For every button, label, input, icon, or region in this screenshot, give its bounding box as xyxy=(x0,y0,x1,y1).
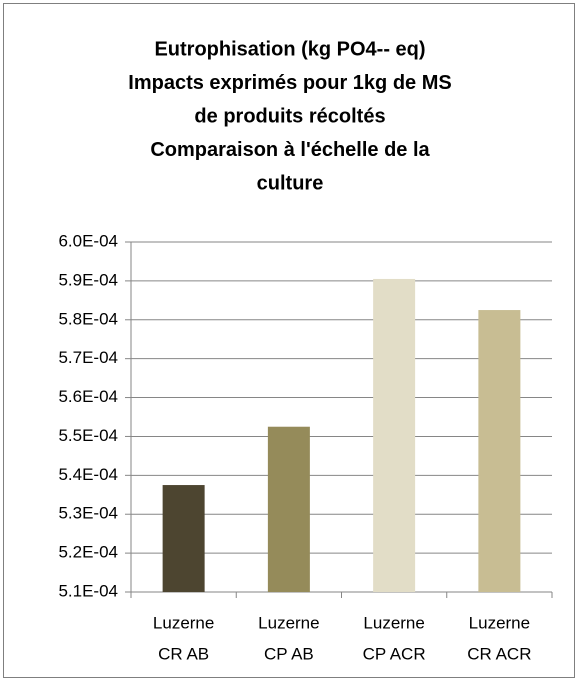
x-tick-label: CR ACR xyxy=(467,644,531,663)
chart-title: Impacts exprimés pour 1kg de MS xyxy=(128,72,451,94)
x-tick-label: Luzerne xyxy=(258,613,319,632)
y-tick-label: 6.0E-04 xyxy=(58,231,118,250)
bar xyxy=(373,278,416,592)
x-tick-label: CP ACR xyxy=(363,644,426,663)
y-tick-label: 5.9E-04 xyxy=(58,270,118,289)
y-tick-label: 5.3E-04 xyxy=(58,504,118,523)
chart-title: Comparaison à l'échelle de la xyxy=(150,139,430,161)
chart-title: de produits récoltés xyxy=(194,105,385,127)
bar xyxy=(162,485,205,592)
chart-title: culture xyxy=(257,172,324,194)
chart-title: Eutrophisation (kg PO4-- eq) xyxy=(154,38,425,60)
y-tick-label: 5.7E-04 xyxy=(58,348,118,367)
y-tick-label: 5.5E-04 xyxy=(58,426,118,445)
y-tick-label: 5.1E-04 xyxy=(58,581,118,600)
x-tick-label: CP AB xyxy=(264,644,314,663)
y-tick-label: 5.6E-04 xyxy=(58,387,118,406)
y-tick-label: 5.2E-04 xyxy=(58,543,118,562)
bar xyxy=(478,310,521,592)
bar xyxy=(267,426,310,592)
y-tick-label: 5.4E-04 xyxy=(58,465,118,484)
x-tick-label: Luzerne xyxy=(153,613,214,632)
x-tick-label: CR AB xyxy=(158,644,209,663)
x-tick-label: Luzerne xyxy=(469,613,530,632)
x-tick-label: Luzerne xyxy=(363,613,424,632)
y-tick-label: 5.8E-04 xyxy=(58,309,118,328)
